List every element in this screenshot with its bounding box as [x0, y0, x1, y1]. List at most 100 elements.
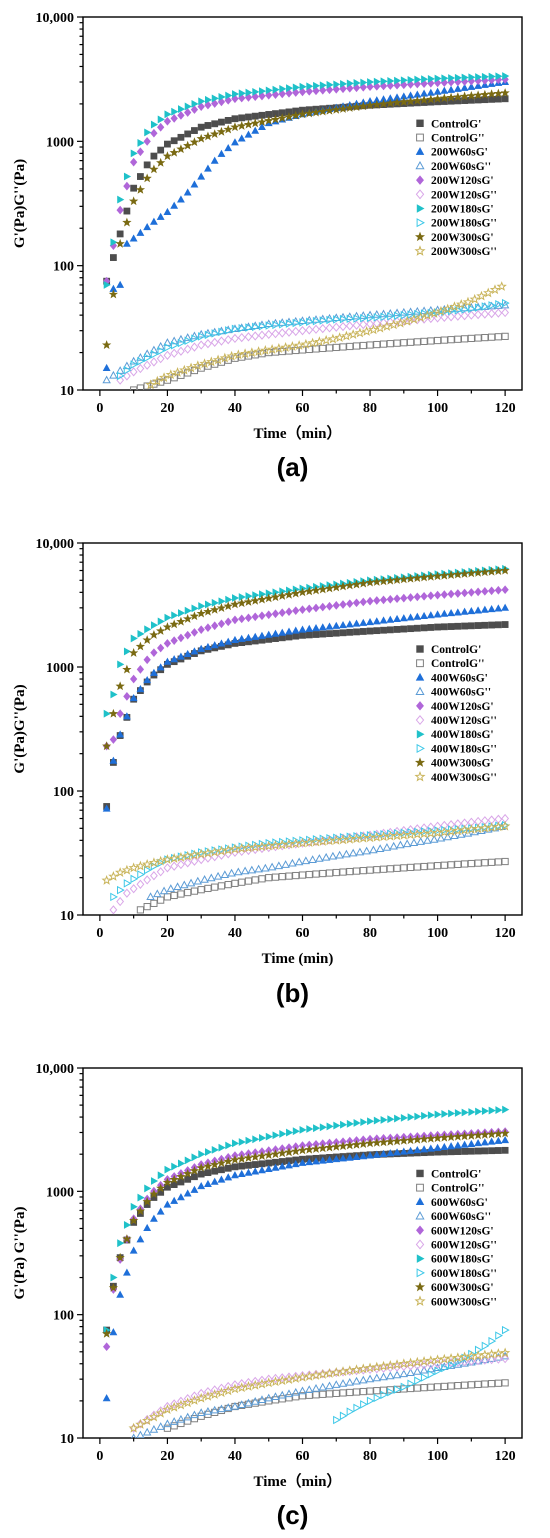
data-point: [486, 1348, 497, 1359]
y-axis-title: G'(Pa)G''(Pa): [12, 684, 28, 773]
data-point: [102, 340, 112, 349]
data-point: [405, 573, 416, 583]
data-point: [453, 1131, 463, 1141]
data-point: [197, 172, 206, 180]
data-point: [156, 1183, 166, 1193]
data-point: [239, 348, 251, 359]
data-point: [305, 624, 314, 632]
data-point: [211, 1167, 219, 1175]
data-point: [480, 1129, 490, 1139]
data-point: [129, 234, 138, 242]
legend-marker: [414, 770, 426, 782]
data-point: [433, 336, 442, 345]
data-point: [287, 341, 298, 351]
data-point: [454, 589, 462, 598]
data-point: [143, 161, 151, 169]
data-point: [373, 340, 381, 349]
data-point: [285, 607, 293, 617]
data-point: [416, 837, 425, 845]
data-point: [109, 756, 118, 764]
data-point: [454, 1382, 462, 1390]
data-point: [252, 1135, 260, 1144]
data-point: [344, 1365, 355, 1376]
legend-marker: [416, 204, 425, 213]
data-point: [150, 152, 158, 160]
data-point: [398, 1358, 409, 1369]
x-tick-label: 80: [363, 401, 377, 416]
data-point: [318, 1382, 328, 1391]
data-point: [432, 1133, 443, 1143]
data-point: [453, 311, 462, 321]
data-point: [500, 565, 510, 575]
data-point: [474, 1380, 482, 1389]
data-point: [355, 847, 365, 856]
x-tick-label: 80: [363, 926, 377, 941]
data-point: [299, 318, 308, 327]
data-point: [326, 630, 333, 638]
data-point: [395, 317, 406, 328]
data-point: [109, 254, 117, 261]
data-point: [177, 859, 185, 870]
legend-marker: [416, 659, 424, 668]
data-point: [351, 1139, 362, 1149]
data-point: [292, 318, 301, 328]
series-200w300sg-: [102, 88, 510, 349]
data-point: [351, 579, 362, 589]
data-point: [224, 1404, 232, 1413]
data-point: [392, 1370, 402, 1379]
data-point: [177, 1159, 186, 1168]
data-point: [190, 887, 199, 895]
data-point: [427, 624, 435, 631]
data-point: [461, 622, 468, 630]
data-point: [405, 1135, 416, 1145]
legend-entry: ControlG'': [431, 658, 484, 670]
data-point: [454, 860, 462, 868]
data-point: [454, 1109, 463, 1117]
data-point: [163, 863, 172, 873]
data-point: [258, 839, 267, 849]
data-point: [217, 336, 226, 346]
data-point: [480, 309, 489, 319]
data-point: [144, 625, 152, 634]
data-point: [224, 637, 233, 645]
legend-marker: [415, 1211, 425, 1220]
legend-entry: 200W180sG'': [431, 218, 497, 230]
data-point: [479, 1349, 491, 1360]
data-point: [488, 621, 496, 629]
data-point: [385, 575, 395, 585]
data-point: [332, 313, 341, 322]
data-point: [244, 1398, 253, 1407]
legend-entry: ControlG'': [431, 133, 484, 145]
data-point: [156, 157, 166, 167]
data-point: [190, 342, 199, 352]
data-point: [474, 81, 483, 89]
data-point: [413, 624, 421, 632]
data-point: [156, 1207, 165, 1215]
data-point: [373, 866, 381, 874]
data-point: [297, 1145, 308, 1155]
data-point: [418, 1355, 430, 1366]
data-point: [304, 1144, 314, 1154]
data-point: [462, 296, 474, 307]
data-point: [421, 1111, 429, 1120]
data-point: [163, 639, 172, 648]
data-point: [264, 1164, 273, 1173]
data-point: [278, 1162, 287, 1170]
data-point: [156, 212, 165, 220]
data-point: [217, 639, 226, 647]
data-point: [332, 629, 340, 637]
data-point: [339, 832, 348, 842]
data-point: [440, 590, 448, 599]
data-point: [150, 899, 158, 907]
data-point: [216, 845, 227, 856]
data-point: [246, 347, 258, 358]
data-point: [373, 1387, 381, 1395]
data-point: [500, 88, 510, 97]
data-point: [326, 315, 335, 325]
data-point: [261, 863, 270, 872]
data-point: [434, 1110, 442, 1119]
data-point: [223, 601, 233, 611]
data-point: [301, 856, 311, 865]
data-point: [231, 879, 239, 887]
data-point: [170, 114, 178, 123]
